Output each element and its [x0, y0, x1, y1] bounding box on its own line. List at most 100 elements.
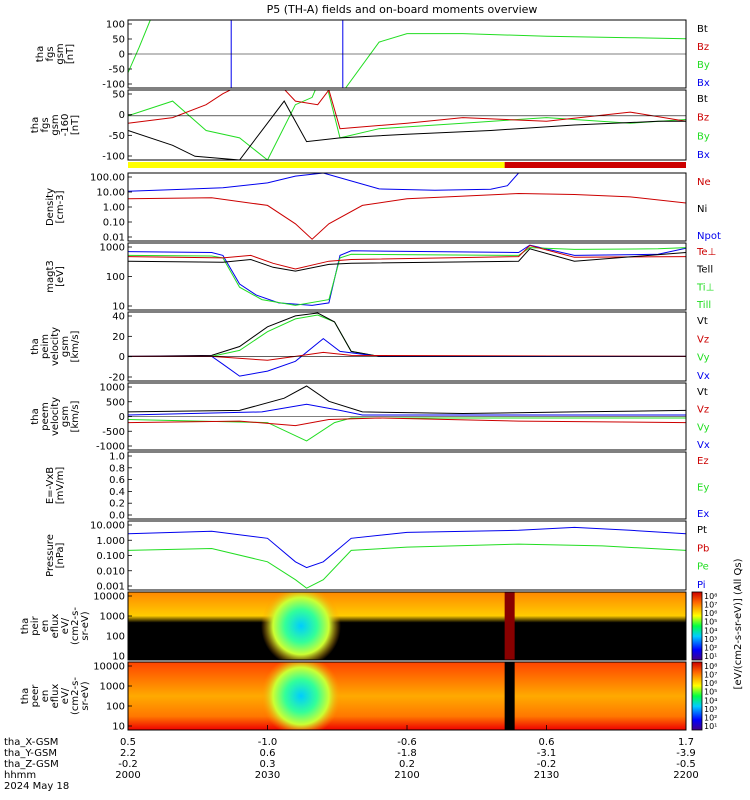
series-fgs-By — [128, 20, 151, 73]
y-axis-label: gsm — [55, 43, 66, 64]
ephemeris-value: 2200 — [673, 770, 698, 781]
series-peem_velocity-Vx — [128, 403, 686, 416]
series-fgs-By — [345, 33, 686, 88]
y-tick-label: 1000 — [100, 682, 125, 693]
panel-fgs: 100 50 0 -50 -100 tha fgs gsm [nT] Bt Bz By Bx — [35, 19, 710, 91]
spectrogram-dropout — [260, 662, 341, 730]
y-axis-label: tha — [35, 46, 46, 62]
y-axis-label: en — [40, 690, 51, 703]
legend-entry: Ti⊥ — [696, 282, 714, 293]
y-axis-label: gsm — [50, 114, 61, 135]
y-tick-label: 1000 — [100, 383, 125, 394]
y-tick-label: 10 — [112, 652, 125, 663]
legend-entry: Ni — [697, 204, 707, 215]
spectrogram-background — [128, 662, 686, 730]
ephemeris-value: 2100 — [394, 770, 419, 781]
y-tick-label: 1.000 — [96, 536, 125, 547]
y-axis-label: gsm — [60, 336, 71, 357]
spectrogram-dropout — [260, 592, 341, 660]
y-tick-label: 0.01 — [103, 233, 125, 244]
y-axis-label: eV/ — [60, 617, 71, 634]
y-axis-label: eflux — [50, 614, 61, 639]
ephemeris-value: 0.6 — [539, 737, 555, 748]
y-axis-label: [nT] — [65, 44, 76, 64]
legend-entry: Ey — [697, 483, 709, 494]
series-peem_velocity-Vy — [128, 417, 686, 442]
series-pressure-Pi — [128, 526, 686, 569]
y-axis-label: [km/s] — [70, 330, 81, 362]
panel-frame — [127, 172, 687, 242]
ephemeris-value: -0.2 — [118, 759, 138, 770]
ephemeris-value: -3.9 — [676, 748, 696, 759]
legend-entry: Vy — [697, 353, 710, 364]
colorbar-tick: 10² — [704, 643, 717, 652]
series-pressure-Pe — [128, 543, 686, 589]
series-temperature-Te⊥ — [128, 244, 686, 270]
colorbar-label: [eV/(cm2-s-sr-eV)] (All Qs) — [733, 558, 744, 689]
y-tick-label: 0.100 — [96, 551, 125, 562]
ephemeris-value: 0.3 — [260, 759, 276, 770]
y-tick-label: 0.4 — [109, 487, 125, 498]
panel-temperature: 1000 100 10 magt3 [eV] Te⊥ Tell Ti⊥ Till — [45, 242, 716, 313]
y-tick-label: 100 — [106, 702, 125, 713]
legend-entry: Tell — [696, 265, 713, 276]
y-tick-label: 10000 — [93, 662, 125, 673]
series-density-Ne — [128, 192, 686, 240]
panel-frame — [127, 591, 687, 661]
colorbar-tick: 10⁷ — [704, 671, 717, 680]
y-axis-label: sr-eV) — [80, 611, 91, 640]
legend-entry: Bx — [697, 150, 710, 161]
panel-frame — [127, 242, 687, 311]
panel-peem_velocity: 1000 500 0 -500 -1000 tha peem velocity gsm [km/s… — [30, 382, 710, 453]
series-temperature-Tell — [128, 248, 686, 272]
series-peim_velocity-Vt — [128, 312, 686, 357]
panel-peir: 10000 1000 100 10 tha peir en eflux eV/(cm2-s-sr… — [20, 591, 687, 663]
y-tick-label: 0 — [119, 110, 125, 121]
y-axis-label: Density — [45, 188, 56, 226]
panel-efield: 1.00.80.60.40.20.0 E=-VxB [mV/m] Ez Ey Ex — [45, 451, 709, 522]
legend-entry: Ez — [697, 456, 709, 467]
colorbar-tick: 10⁶ — [704, 609, 717, 618]
y-tick-label: 1000 — [100, 612, 125, 623]
y-tick-label: 0.2 — [109, 499, 125, 510]
colorbar-scale — [691, 661, 703, 731]
y-axis-label: Pressure — [45, 534, 56, 577]
colorbar-tick: 10⁵ — [704, 618, 717, 627]
legend-entry: Te⊥ — [696, 247, 716, 258]
legend-entry: Vz — [697, 334, 709, 345]
panel-density: 100.00 10.00 1.00 0.10 0.01 Density [cm-3] Ne Ni… — [45, 172, 721, 244]
legend-entry: Vx — [697, 371, 710, 382]
y-tick-label: 40 — [112, 312, 125, 323]
legend-entry: Till — [696, 300, 711, 311]
y-tick-label: 1.00 — [103, 203, 125, 214]
colorbar-tick: 10³ — [704, 635, 717, 644]
y-tick-label: 50 — [112, 90, 125, 101]
legend-entry: Bx — [697, 78, 710, 89]
y-axis-label: [mV/m] — [55, 467, 66, 505]
date-label: 2024 May 18 — [4, 781, 69, 792]
y-tick-label: 0.6 — [109, 475, 125, 486]
ephemeris-value: 2030 — [255, 770, 280, 781]
y-tick-label: 0.0 — [109, 511, 125, 522]
y-axis-label: velocity — [50, 327, 61, 366]
y-tick-label: 500 — [106, 397, 125, 408]
colorbar-tick: 10¹ — [704, 652, 717, 661]
y-tick-label: 1000 — [100, 243, 125, 254]
y-tick-label: -100 — [102, 80, 125, 91]
legend-entry: Vt — [697, 387, 708, 398]
panel-fgs_low: 50 0 -50 -100 tha fgs gsm -160 [nT] Bt Bz By Bx — [30, 89, 710, 163]
y-axis-label: peim — [40, 334, 51, 359]
y-tick-label: 10 — [112, 722, 125, 733]
ephemeris-row-label: tha_Y-GSM — [4, 748, 57, 759]
y-tick-label: -50 — [109, 131, 125, 142]
y-tick-label: -50 — [109, 65, 125, 76]
ephemeris-value: 0.2 — [399, 759, 415, 770]
y-axis-label: tha — [30, 117, 41, 133]
y-tick-label: 0.010 — [96, 566, 125, 577]
legend-entry: By — [697, 131, 710, 142]
panel-frame — [127, 451, 687, 520]
y-tick-label: 0.10 — [103, 218, 125, 229]
series-density-Npot — [128, 173, 519, 192]
ephemeris-value: -0.2 — [537, 759, 557, 770]
